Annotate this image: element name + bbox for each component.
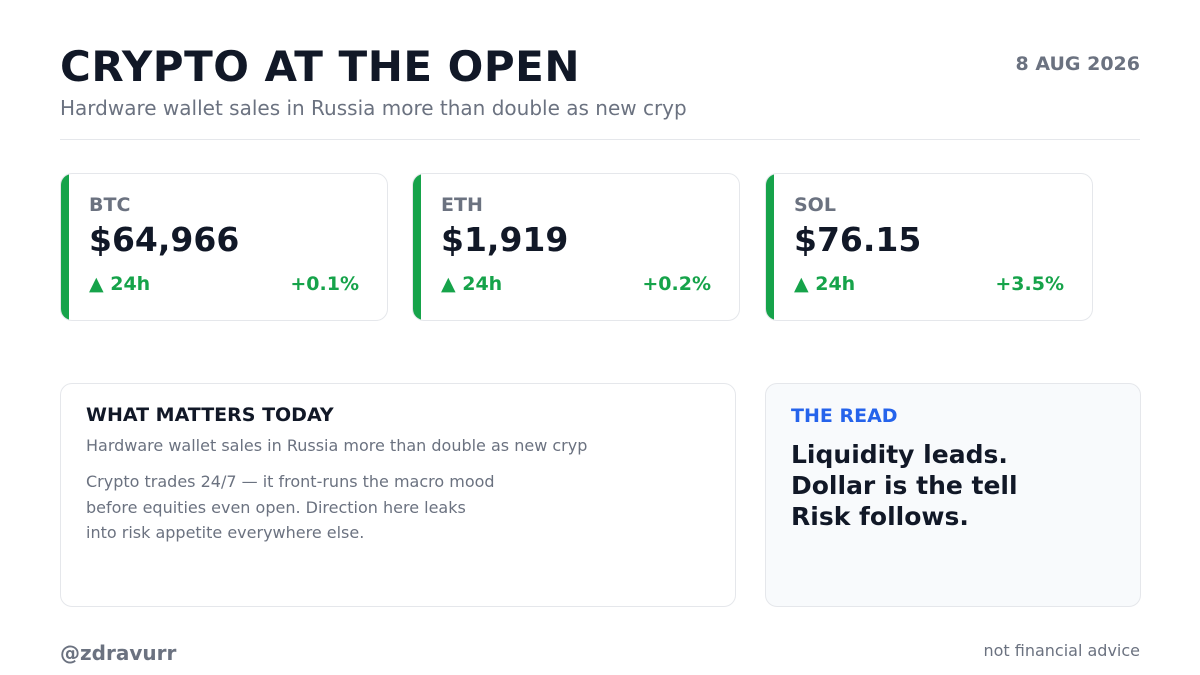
title: CRYPTO AT THE OPEN bbox=[60, 42, 580, 91]
change: +0.2% bbox=[642, 273, 711, 295]
period: ▲ 24h bbox=[89, 273, 151, 295]
matters-title: WHAT MATTERS TODAY bbox=[86, 404, 334, 426]
symbol: SOL bbox=[794, 194, 836, 216]
date: 8 AUG 2026 bbox=[1015, 53, 1140, 75]
matters-line: into risk appetite everywhere else. bbox=[86, 523, 365, 542]
matters-panel: WHAT MATTERS TODAY Hardware wallet sales… bbox=[60, 383, 736, 607]
accent-bar bbox=[766, 174, 774, 320]
price-card: BTC $64,966 ▲ 24h +0.1% bbox=[60, 173, 388, 321]
read-line: Dollar is the tell bbox=[791, 471, 1018, 500]
symbol: BTC bbox=[89, 194, 131, 216]
subtitle: Hardware wallet sales in Russia more tha… bbox=[60, 96, 687, 120]
matters-subtitle: Hardware wallet sales in Russia more tha… bbox=[86, 436, 588, 455]
accent-bar bbox=[61, 174, 69, 320]
change: +3.5% bbox=[995, 273, 1064, 295]
read-line: Liquidity leads. bbox=[791, 440, 1008, 469]
matters-line: before equities even open. Direction her… bbox=[86, 498, 466, 517]
symbol: ETH bbox=[441, 194, 483, 216]
period: ▲ 24h bbox=[794, 273, 856, 295]
read-line: Risk follows. bbox=[791, 502, 969, 531]
period: ▲ 24h bbox=[441, 273, 503, 295]
price-card: ETH $1,919 ▲ 24h +0.2% bbox=[412, 173, 740, 321]
handle: @zdravurr bbox=[60, 641, 177, 665]
read-title: THE READ bbox=[791, 405, 898, 427]
accent-bar bbox=[413, 174, 421, 320]
change: +0.1% bbox=[290, 273, 359, 295]
price-card: SOL $76.15 ▲ 24h +3.5% bbox=[765, 173, 1093, 321]
price: $64,966 bbox=[89, 220, 240, 259]
price: $1,919 bbox=[441, 220, 569, 259]
disclaimer: not financial advice bbox=[983, 641, 1140, 660]
divider bbox=[60, 139, 1140, 140]
matters-line: Crypto trades 24/7 — it front-runs the m… bbox=[86, 472, 495, 491]
read-panel: THE READ Liquidity leads. Dollar is the … bbox=[765, 383, 1141, 607]
price: $76.15 bbox=[794, 220, 922, 259]
